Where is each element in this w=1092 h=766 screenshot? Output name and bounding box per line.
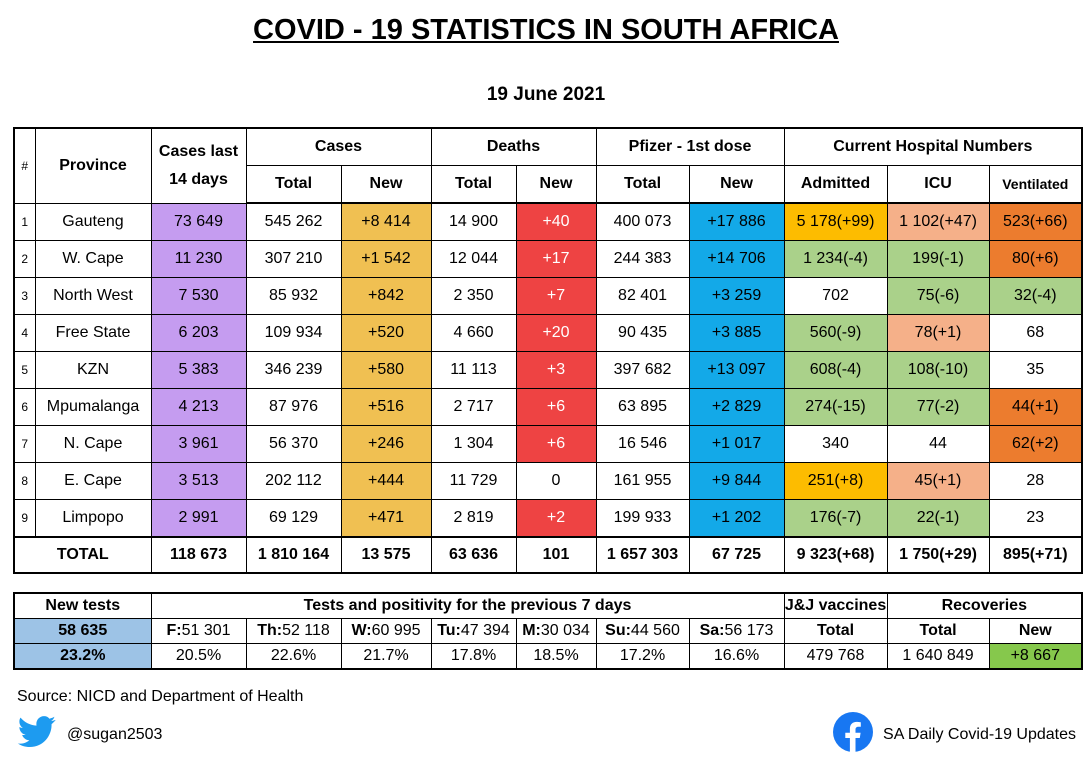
report-date: 19 June 2021 [486,84,606,105]
testing-summary-table: New tests Tests and positivity for the p… [13,592,1084,670]
deaths-new-header: New [515,165,597,204]
province-name: Limpopo [34,499,152,538]
table-row: 8 E. Cape 3 513 202 112 +444 11 729 0 16… [13,462,1083,500]
day-positivity: 16.6% [688,643,785,670]
twitter-credit[interactable]: @sugan2503 [17,716,162,753]
cases-total-header: Total [245,165,342,204]
table-row: 6 Mpumalanga 4 213 87 976 +516 2 717 +6 … [13,388,1083,426]
cases-header: Cases [245,127,432,166]
jj-vaccines-label: J&J vaccines [783,592,888,619]
table-row: 2 W. Cape 11 230 307 210 +1 542 12 044 +… [13,240,1083,278]
deaths-header: Deaths [430,127,597,166]
province-name: North West [34,277,152,315]
ventilated-header: Ventilated [988,165,1083,204]
day-positivity: 17.2% [595,643,690,670]
page-title: COVID - 19 STATISTICS IN SOUTH AFRICA [253,14,839,46]
day-tests: Su:44 560 [595,618,690,644]
table-row: 7 N. Cape 3 961 56 370 +246 1 304 +6 16 … [13,425,1083,463]
province-header: Province [34,127,152,204]
recoveries-label: Recoveries [886,592,1083,619]
day-positivity: 17.8% [430,643,517,670]
day-positivity: 20.5% [150,643,247,670]
table-row: 5 KZN 5 383 346 239 +580 11 113 +3 397 6… [13,351,1083,389]
province-stats-table: # Province Cases last 14 days Cases Deat… [13,127,1084,574]
recoveries-new-value: +8 667 [988,643,1083,670]
province-name: KZN [34,351,152,389]
twitter-handle: @sugan2503 [67,725,163,743]
day-tests: Th:52 118 [245,618,342,644]
total-row: TOTAL 118 673 1 810 164 13 575 63 636 10… [13,536,1083,574]
twitter-bird-icon [17,716,57,753]
day-tests: F:51 301 [150,618,247,644]
pfizer-header: Pfizer - 1st dose [595,127,785,166]
province-name: Mpumalanga [34,388,152,426]
deaths-total-header: Total [430,165,517,204]
new-tests-value: 58 635 [13,618,152,644]
jj-total-value: 479 768 [783,643,888,670]
facebook-credit[interactable]: SA Daily Covid-19 Updates [833,712,1076,757]
province-name: Gauteng [34,202,152,241]
facebook-icon [833,712,874,757]
day-tests: M:30 034 [515,618,597,644]
province-name: E. Cape [34,462,152,500]
province-name: N. Cape [34,425,152,463]
day-tests: W:60 995 [340,618,432,644]
pfizer-total-header: Total [595,165,690,204]
admitted-header: Admitted [783,165,888,204]
table-row: 9 Limpopo 2 991 69 129 +471 2 819 +2 199… [13,499,1083,538]
hospital-header: Current Hospital Numbers [783,127,1083,166]
cases-new-header: New [340,165,432,204]
table-row: 3 North West 7 530 85 932 +842 2 350 +7 … [13,277,1083,315]
icu-header: ICU [886,165,990,204]
province-name: Free State [34,314,152,352]
cases-14-days-header: Cases last 14 days [150,127,247,204]
pfizer-new-header: New [688,165,785,204]
index-header: # [13,127,36,204]
facebook-page-name: SA Daily Covid-19 Updates [883,725,1076,743]
jj-total-label: Total [783,618,888,644]
total-label: TOTAL [13,536,152,574]
positivity-rate: 23.2% [13,643,152,670]
day-positivity: 21.7% [340,643,432,670]
day-tests: Sa:56 173 [688,618,785,644]
day-tests: Tu:47 394 [430,618,517,644]
tests-header: Tests and positivity for the previous 7 … [150,592,785,619]
table-row: 4 Free State 6 203 109 934 +520 4 660 +2… [13,314,1083,352]
new-tests-label: New tests [13,592,152,619]
table-row: 1 Gauteng 73 649 545 262 +8 414 14 900 +… [13,202,1083,241]
source-note: Source: NICD and Department of Health [17,688,304,705]
day-positivity: 22.6% [245,643,342,670]
province-name: W. Cape [34,240,152,278]
recoveries-total-label: Total [886,618,990,644]
recoveries-new-label: New [988,618,1083,644]
recoveries-total-value: 1 640 849 [886,643,990,670]
day-positivity: 18.5% [515,643,597,670]
